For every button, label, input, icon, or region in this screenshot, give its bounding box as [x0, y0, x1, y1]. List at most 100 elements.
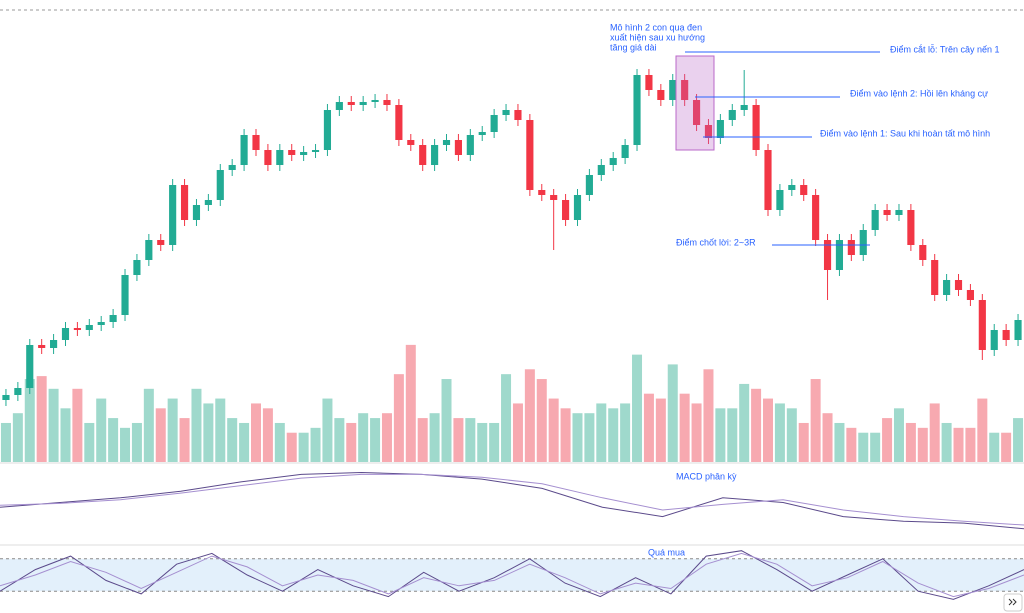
candle-body [847, 240, 855, 255]
indicator-line [0, 471, 1024, 530]
candle-body [538, 190, 546, 195]
volume-bar [203, 403, 214, 462]
candle-body [692, 100, 701, 125]
volume-bar [286, 432, 297, 462]
candle-body [978, 300, 986, 350]
candle-body [73, 328, 81, 330]
candle-body [835, 240, 844, 270]
candle-body [776, 190, 784, 210]
pattern-note: Mô hình 2 con quạ đen [610, 22, 702, 32]
candle-body [669, 80, 677, 100]
candle-body [954, 280, 963, 290]
volume-bar [655, 398, 666, 462]
volume-bar [143, 388, 154, 462]
volume-bar [1001, 432, 1012, 462]
candle-body [50, 340, 58, 348]
volume-bar [679, 393, 690, 462]
candle-body [562, 200, 570, 220]
candle-body [216, 170, 224, 200]
candle-body [597, 165, 605, 175]
volume-bar [215, 398, 226, 462]
entry-2-note: Điểm vào lệnh 2: Hồi lên kháng cự [850, 88, 988, 98]
volume-bar [667, 364, 678, 462]
volume-bar [24, 379, 35, 462]
volume-bar [477, 422, 488, 462]
candle-body [419, 145, 427, 165]
volume-bar [84, 422, 95, 462]
volume-bar [36, 376, 47, 462]
macd-note: MACD phân kỳ [676, 471, 737, 481]
candle-body [788, 185, 796, 190]
volume-bar [131, 422, 142, 462]
volume-bar [381, 413, 392, 462]
candle-body [478, 132, 486, 135]
candle-body [1002, 330, 1010, 340]
indicator-line [0, 473, 1024, 526]
candle-body [919, 245, 927, 260]
candle-body [800, 185, 808, 195]
volume-bar [298, 432, 309, 462]
volume-bar [120, 427, 131, 462]
volume-bar [346, 422, 357, 462]
volume-bar [227, 418, 238, 462]
candle-body [323, 110, 332, 150]
volume-bar [12, 413, 23, 462]
volume-bar [596, 403, 607, 462]
volume-bar [727, 408, 738, 462]
candle-body [681, 80, 689, 100]
volume-bar [905, 422, 916, 462]
candle-body [204, 200, 212, 205]
pattern-note: xuất hiện sau xu hướng [610, 32, 705, 42]
volume-bar [524, 369, 535, 462]
volume-bar [953, 427, 964, 462]
candle-body [14, 388, 22, 395]
candle-body [966, 290, 974, 300]
candle-body [1014, 320, 1022, 340]
candle-body [61, 328, 70, 340]
band [0, 558, 1024, 592]
candle-body [2, 395, 10, 400]
volume-bar [393, 374, 404, 462]
volume-bar [489, 422, 500, 462]
volume-bar [1013, 418, 1024, 462]
volume-bar [560, 408, 571, 462]
volume-bar [274, 422, 285, 462]
take-profit-note: Điểm chốt lời: 2~3R [676, 237, 756, 247]
candle-body [645, 75, 653, 90]
volume-bar [632, 354, 643, 462]
volume-bar [929, 403, 940, 462]
candle-body [943, 280, 951, 295]
candle-body [383, 100, 391, 105]
volume-bar [620, 403, 631, 462]
candle-body [585, 175, 593, 195]
volume-bar [358, 413, 369, 462]
volume-bar [536, 379, 547, 462]
scroll-button[interactable] [1003, 593, 1023, 612]
volume-bar [882, 418, 893, 462]
volume-bar [751, 388, 762, 462]
candle-body [192, 205, 201, 220]
candle-body [859, 230, 867, 255]
volume-bar [370, 418, 381, 462]
candle-body [823, 240, 832, 270]
candle-body [311, 150, 320, 152]
candle-body [490, 115, 498, 132]
volume-bar [858, 432, 869, 462]
candle-body [276, 150, 284, 165]
volume-bar [822, 413, 833, 462]
entry-1-note: Điểm vào lệnh 1: Sau khi hoàn tất mô hìn… [820, 128, 990, 138]
candle-body [180, 185, 189, 220]
candle-body [764, 150, 772, 210]
volume-bar [965, 427, 976, 462]
candle-body [752, 105, 760, 150]
candle-body [347, 102, 355, 105]
candle-body [371, 100, 379, 102]
candle-body [609, 158, 617, 165]
volume-bar [798, 422, 809, 462]
stoch-note: Quá mua [648, 547, 685, 557]
volume-bar [917, 427, 928, 462]
candle-body [716, 120, 724, 138]
volume-bar [608, 408, 619, 462]
candle-body [514, 110, 522, 120]
volume-bar [310, 427, 321, 462]
